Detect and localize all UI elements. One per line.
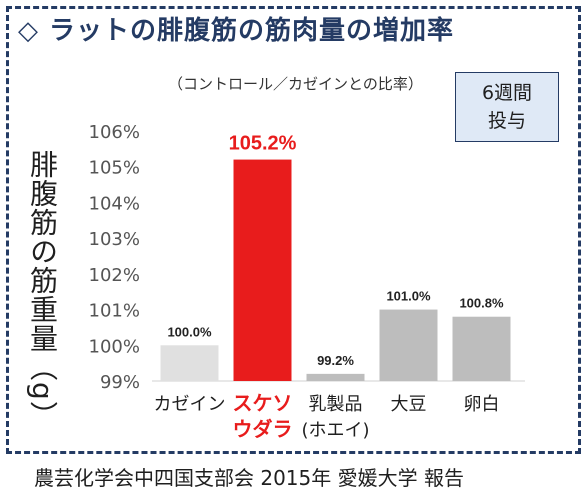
bar	[306, 373, 365, 381]
duration-badge: 6週間 投与	[455, 72, 559, 142]
chart-title: ◇ ラットの腓腹筋の筋肉量の増加率	[18, 16, 455, 46]
dashed-frame	[6, 6, 581, 454]
category-label: 卵白	[464, 394, 500, 415]
bar-value-label: 100.0%	[167, 324, 212, 339]
category-label: 大豆	[391, 394, 427, 415]
y-tick-label: 100%	[89, 336, 140, 357]
bar	[233, 159, 292, 381]
bar	[379, 309, 438, 381]
bar-value-label: 100.8%	[459, 296, 504, 311]
badge-line-2: 投与	[487, 110, 526, 132]
category-label: 乳製品	[309, 394, 363, 415]
bar-value-label: 99.2%	[317, 353, 354, 368]
bar	[452, 316, 511, 381]
category-label: スケソ	[233, 391, 293, 415]
category-label: カゼイン	[154, 394, 226, 415]
category-label: (ホエイ)	[301, 420, 369, 441]
y-axis-label: 腓腹筋の筋重量（g）	[26, 150, 59, 430]
y-tick-label: 99%	[100, 372, 140, 393]
y-tick-label: 105%	[89, 158, 140, 179]
bar-value-label: 105.2%	[229, 133, 297, 155]
category-label: ウダラ	[233, 417, 293, 441]
y-tick-label: 101%	[89, 301, 140, 322]
y-tick-label: 103%	[89, 229, 140, 250]
bar-value-label: 101.0%	[386, 289, 431, 304]
y-tick-label: 106%	[89, 122, 140, 143]
y-tick-label: 102%	[89, 265, 140, 286]
y-tick-label: 104%	[89, 193, 140, 214]
badge-line-1: 6週間	[481, 82, 533, 104]
source-footer: 農芸化学会中四国支部会 2015年 愛媛大学 報告	[34, 466, 464, 490]
chart-subtitle: （コントロール／カゼインとの比率）	[168, 75, 423, 93]
bar	[160, 345, 219, 381]
